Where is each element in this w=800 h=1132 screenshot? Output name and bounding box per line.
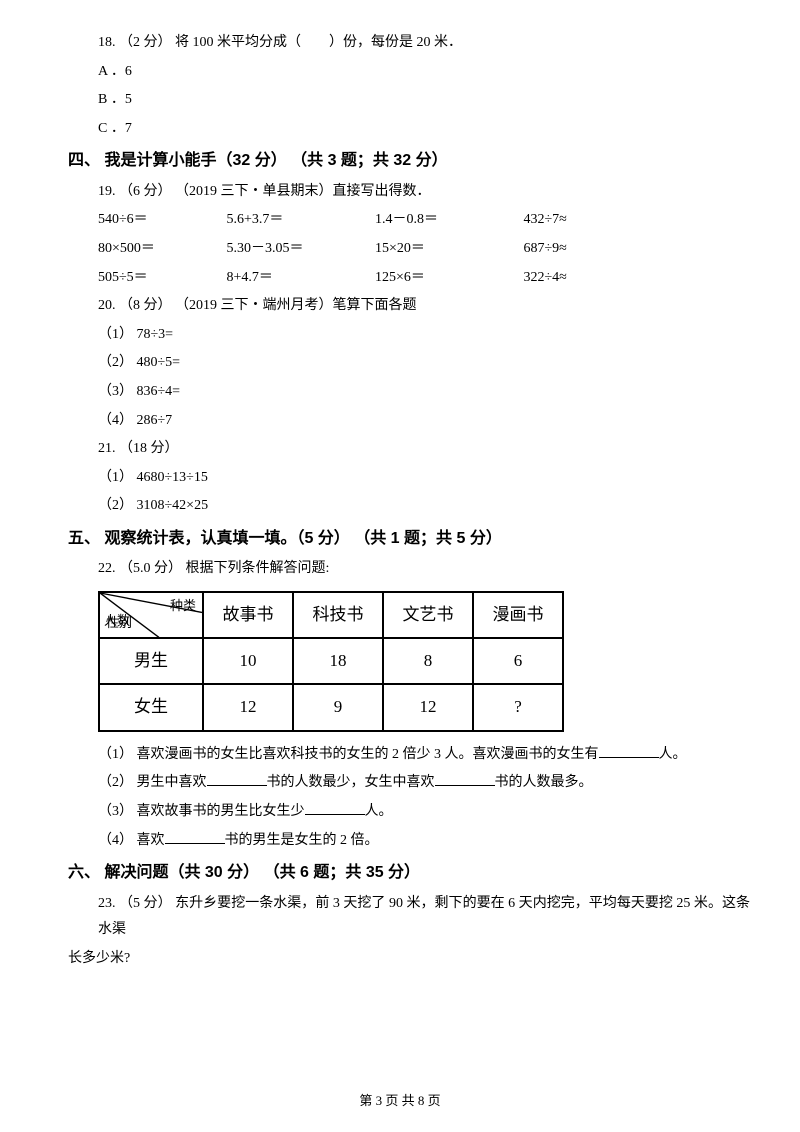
q21-sub-2: （2） 3108÷42×25 xyxy=(50,493,750,520)
section-6-heading: 六、 解决问题（共 30 分） （共 6 题；共 35 分） xyxy=(50,858,750,888)
q20-sub-1: （1） 78÷3= xyxy=(50,322,750,349)
table-header-2: 科技书 xyxy=(293,592,383,638)
q22-sub-4: （4） 喜欢 书的男生是女生的 2 倍。 xyxy=(50,828,750,855)
corner-top-label: 种类 xyxy=(170,594,196,619)
row1-val-3: 8 xyxy=(383,638,473,684)
q19-r2-c3: 15×20＝ xyxy=(375,236,520,263)
table-header-1: 故事书 xyxy=(203,592,293,638)
q22-s2-text-a: （2） 男生中喜欢 xyxy=(98,775,207,790)
row1-val-1: 10 xyxy=(203,638,293,684)
q19-r3-c3: 125×6＝ xyxy=(375,265,520,292)
stats-table: 种类 人数 性别 故事书 科技书 文艺书 漫画书 男生 10 18 8 6 女生… xyxy=(98,591,564,732)
row2-val-1: 12 xyxy=(203,684,293,730)
blank-input[interactable] xyxy=(435,772,495,786)
q23-line-2: 长多少米? xyxy=(50,946,750,973)
blank-input[interactable] xyxy=(165,830,225,844)
q22-s3-text-b: 人。 xyxy=(365,804,393,819)
q19-r1-c2: 5.6+3.7＝ xyxy=(227,207,372,234)
q19-r3-c4: 322÷4≈ xyxy=(524,265,644,292)
row2-val-3: 12 xyxy=(383,684,473,730)
q22-s3-text-a: （3） 喜欢故事书的男生比女生少 xyxy=(98,804,305,819)
q19-r1-c4: 432÷7≈ xyxy=(524,207,644,234)
q19-r1-c3: 1.4－0.8＝ xyxy=(375,207,520,234)
q19-r2-c2: 5.30－3.05＝ xyxy=(227,236,372,263)
q18-opt-a: A ．6 xyxy=(50,59,750,86)
row2-label: 女生 xyxy=(99,684,203,730)
q22-sub-2: （2） 男生中喜欢 书的人数最少，女生中喜欢 书的人数最多。 xyxy=(50,770,750,797)
q22-s4-text-a: （4） 喜欢 xyxy=(98,833,165,848)
q21-sub-1: （1） 4680÷13÷15 xyxy=(50,465,750,492)
q22-s2-text-b: 书的人数最少，女生中喜欢 xyxy=(267,775,435,790)
q22-s1-text-b: 人。 xyxy=(659,747,687,762)
table-row: 女生 12 9 12 ? xyxy=(99,684,563,730)
q19-r3-c1: 505÷5＝ xyxy=(98,265,223,292)
section-4-heading: 四、 我是计算小能手（32 分） （共 3 题；共 32 分） xyxy=(50,146,750,176)
q19-row-3: 505÷5＝ 8+4.7＝ 125×6＝ 322÷4≈ xyxy=(50,265,750,292)
q22-s2-text-c: 书的人数最多。 xyxy=(495,775,593,790)
row2-val-2: 9 xyxy=(293,684,383,730)
table-header-3: 文艺书 xyxy=(383,592,473,638)
q22-stem: 22. （5.0 分） 根据下列条件解答问题: xyxy=(50,556,750,583)
corner-bottom-label: 性别 xyxy=(106,611,132,636)
row1-val-4: 6 xyxy=(473,638,563,684)
q20-sub-4: （4） 286÷7 xyxy=(50,408,750,435)
q22-s1-text-a: （1） 喜欢漫画书的女生比喜欢科技书的女生的 2 倍少 3 人。喜欢漫画书的女生… xyxy=(98,747,599,762)
q19-stem: 19. （6 分） （2019 三下・单县期末）直接写出得数． xyxy=(50,179,750,206)
table-header-4: 漫画书 xyxy=(473,592,563,638)
row1-val-2: 18 xyxy=(293,638,383,684)
q19-row-1: 540÷6＝ 5.6+3.7＝ 1.4－0.8＝ 432÷7≈ xyxy=(50,207,750,234)
q22-sub-3: （3） 喜欢故事书的男生比女生少 人。 xyxy=(50,799,750,826)
row1-label: 男生 xyxy=(99,638,203,684)
page-footer: 第 3 页 共 8 页 xyxy=(0,1089,800,1114)
blank-input[interactable] xyxy=(207,772,267,786)
q18-opt-c: C ．7 xyxy=(50,116,750,143)
q22-s4-text-b: 书的男生是女生的 2 倍。 xyxy=(225,833,379,848)
q23-line-1: 23. （5 分） 东升乡要挖一条水渠，前 3 天挖了 90 米，剩下的要在 6… xyxy=(50,891,750,944)
blank-input[interactable] xyxy=(599,744,659,758)
q18-stem: 18. （2 分） 将 100 米平均分成（ ）份，每份是 20 米． xyxy=(50,30,750,57)
q19-r1-c1: 540÷6＝ xyxy=(98,207,223,234)
q19-r3-c2: 8+4.7＝ xyxy=(227,265,372,292)
q18-opt-b: B ．5 xyxy=(50,87,750,114)
q22-sub-1: （1） 喜欢漫画书的女生比喜欢科技书的女生的 2 倍少 3 人。喜欢漫画书的女生… xyxy=(50,742,750,769)
table-corner-cell: 种类 人数 性别 xyxy=(99,592,203,638)
blank-input[interactable] xyxy=(305,801,365,815)
q21-stem: 21. （18 分） xyxy=(50,436,750,463)
row2-val-4: ? xyxy=(473,684,563,730)
section-5-heading: 五、 观察统计表，认真填一填。（5 分） （共 1 题；共 5 分） xyxy=(50,524,750,554)
table-row: 男生 10 18 8 6 xyxy=(99,638,563,684)
q20-sub-3: （3） 836÷4= xyxy=(50,379,750,406)
table-header-row: 种类 人数 性别 故事书 科技书 文艺书 漫画书 xyxy=(99,592,563,638)
q20-sub-2: （2） 480÷5= xyxy=(50,350,750,377)
q19-row-2: 80×500＝ 5.30－3.05＝ 15×20＝ 687÷9≈ xyxy=(50,236,750,263)
q19-r2-c1: 80×500＝ xyxy=(98,236,223,263)
q20-stem: 20. （8 分） （2019 三下・端州月考）笔算下面各题 xyxy=(50,293,750,320)
q19-r2-c4: 687÷9≈ xyxy=(524,236,644,263)
